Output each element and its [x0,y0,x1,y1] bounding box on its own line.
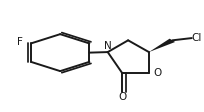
Text: O: O [153,68,161,78]
Text: F: F [17,37,23,47]
Text: N: N [104,41,112,51]
Text: O: O [118,92,126,102]
Polygon shape [149,39,175,52]
Text: Cl: Cl [192,33,202,43]
